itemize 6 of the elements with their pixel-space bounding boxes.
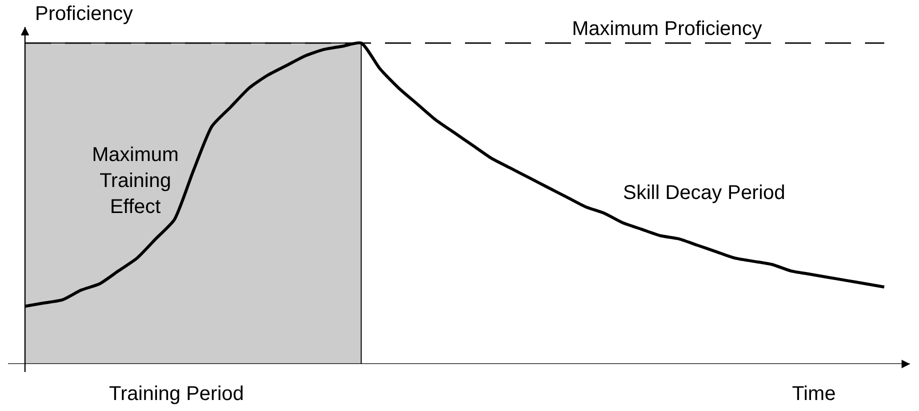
annotation: Maximum Training Effect [92, 144, 179, 218]
annotation: Skill Decay Period [623, 182, 786, 204]
x-axis-title: Time [792, 383, 836, 405]
ref-line-label: Maximum Proficiency [572, 18, 762, 40]
text: Training Period [109, 383, 244, 405]
y-axis-title: Proficiency [35, 3, 133, 25]
